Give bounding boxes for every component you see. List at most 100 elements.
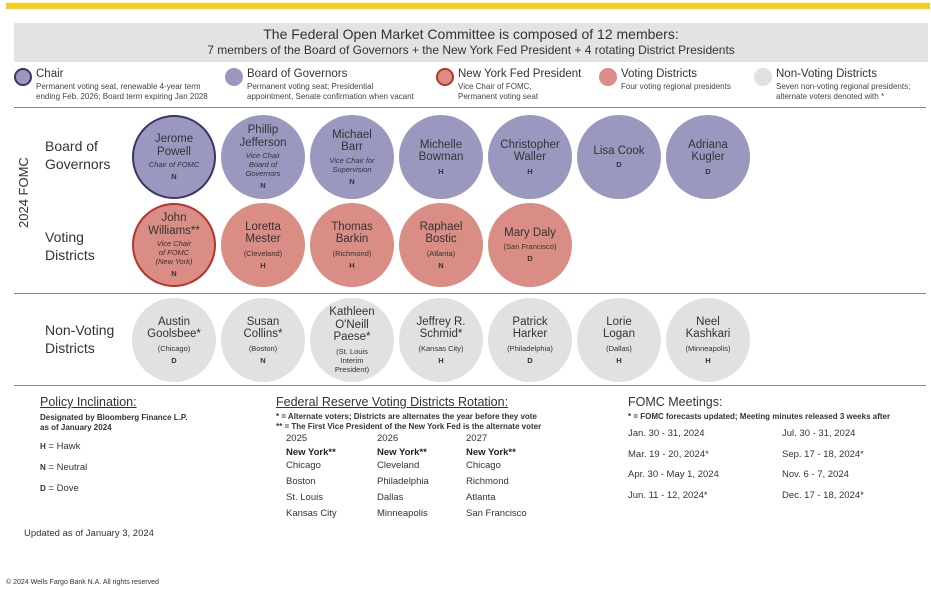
member-district: (Richmond)	[332, 248, 372, 258]
member-harker: Patrick Harker (Philadelphia) D	[488, 298, 572, 382]
header-title: The Federal Open Market Committee is com…	[263, 26, 679, 42]
header-subtitle: 7 members of the Board of Governors + th…	[207, 43, 735, 57]
member-name: Lorie Logan	[603, 315, 635, 341]
legend-title: Chair	[36, 68, 64, 80]
member-policy: H	[527, 166, 533, 176]
member-name: Michelle Bowman	[418, 138, 464, 164]
meeting-date: Jan. 30 - 31, 2024	[628, 428, 705, 439]
rotation-item: Dallas	[377, 492, 404, 503]
member-paese: Kathleen O'Neill Paese* (St. Louis Interim…	[310, 298, 394, 382]
member-logan: Lorie Logan (Dallas) H	[577, 298, 661, 382]
legend-title: Voting Districts	[621, 68, 698, 80]
divider	[14, 385, 926, 386]
meeting-date: Sep. 17 - 18, 2024*	[782, 449, 864, 460]
rotation-item: San Francisco	[466, 508, 527, 519]
member-daly: Mary Daly (San Francisco) D	[488, 203, 572, 287]
meetings-note: * = FOMC forecasts updated; Meeting minu…	[628, 412, 891, 421]
member-district: (San Francisco)	[503, 242, 557, 252]
rotation-section: Federal Reserve Voting Districts Rotatio…	[276, 395, 541, 432]
rotation-lead: New York**	[377, 447, 427, 458]
meeting-date: Jul. 30 - 31, 2024	[782, 428, 856, 439]
rotation-item: Cleveland	[377, 460, 420, 471]
member-policy: N	[260, 355, 266, 365]
member-policy: D	[171, 355, 177, 365]
member-district: (Philadelphia)	[507, 343, 553, 353]
chair-swatch-icon	[14, 68, 32, 86]
member-goolsbee: Austin Goolsbee* (Chicago) D	[132, 298, 216, 382]
member-policy: N	[260, 181, 266, 190]
rotation-item: Chicago	[286, 460, 321, 471]
meeting-date: Dec. 17 - 18, 2024*	[782, 490, 864, 501]
legend-desc: Vice Chair of FOMC, Permanent voting seat	[458, 82, 539, 101]
member-bostic: Raphael Bostic (Atlanta) N	[399, 203, 483, 287]
rotation-item: Kansas City	[286, 508, 337, 519]
row-label-nonvoting: Non-Voting Districts	[45, 322, 115, 356]
member-role: Vice Chair Board of Governors	[245, 151, 281, 178]
rotation-item: Philadelphia	[377, 476, 429, 487]
member-district: (Minneapolis)	[685, 343, 731, 353]
rotation-item: Boston	[286, 476, 316, 487]
legend-desc: Four voting regional presidents	[621, 82, 731, 91]
member-kugler: Adriana Kugler D	[666, 115, 750, 199]
nonvoting-swatch-icon	[754, 68, 772, 86]
meeting-date: Jun. 11 - 12, 2024*	[628, 490, 708, 501]
member-district: (Cleveland)	[243, 248, 283, 258]
member-name: Jerome Powell	[154, 133, 194, 158]
rotation-lead: New York**	[286, 447, 336, 458]
rotation-lead: New York**	[466, 447, 516, 458]
legend-title: Board of Governors	[247, 68, 348, 80]
member-powell: Jerome Powell Chair of FOMC N	[132, 115, 216, 199]
row-label-voting: Voting Districts	[45, 229, 95, 263]
member-policy: D	[705, 166, 711, 176]
member-barkin: Thomas Barkin (Richmond) H	[310, 203, 394, 287]
policy-note: Designated by Bloomberg Finance L.P. as o…	[40, 413, 188, 432]
rotation-item: Minneapolis	[377, 508, 428, 519]
member-policy: H	[438, 355, 444, 365]
member-policy: D	[527, 355, 533, 365]
rotation-year: 2025	[286, 433, 308, 444]
member-role: Chair of FOMC	[148, 160, 200, 169]
header-banner: The Federal Open Market Committee is com…	[14, 23, 928, 62]
rotation-col-2025: 2025 New York** Chicago Boston St. Louis…	[286, 433, 337, 522]
legend-title: New York Fed President	[458, 68, 582, 80]
member-role: Vice Chair for Supervision	[329, 155, 375, 174]
member-policy: N	[171, 172, 177, 181]
member-policy: H	[438, 166, 444, 176]
rotation-item: St. Louis	[286, 492, 323, 503]
member-jefferson: Phillip Jefferson Vice Chair Board of Gover…	[221, 115, 305, 199]
rotation-title: Federal Reserve Voting Districts Rotatio…	[276, 395, 509, 409]
member-collins: Susan Collins* (Boston) N	[221, 298, 305, 382]
rotation-year: 2026	[377, 433, 399, 444]
policy-hawk: H = Hawk	[40, 441, 81, 452]
rotation-year: 2027	[466, 433, 488, 444]
member-bowman: Michelle Bowman H	[399, 115, 483, 199]
rotation-col-2026: 2026 New York** Cleveland Philadelphia D…	[377, 433, 429, 522]
legend-desc: Seven non-voting regional presidents; alt…	[776, 82, 911, 101]
member-policy: H	[616, 355, 622, 365]
member-name: Loretta Mester	[245, 220, 281, 246]
row-label-board: Board of Governors	[45, 138, 111, 172]
member-name: Kathleen O'Neill Paese*	[329, 306, 375, 344]
member-policy: N	[438, 260, 444, 270]
member-name: Phillip Jefferson	[239, 124, 287, 149]
member-name: Michael Barr	[332, 128, 372, 154]
member-district: (Chicago)	[157, 343, 191, 353]
member-kashkari: Neel Kashkari (Minneapolis) H	[666, 298, 750, 382]
member-policy: H	[705, 355, 711, 365]
rotation-col-2027: 2027 New York** Chicago Richmond Atlanta…	[466, 433, 527, 522]
member-name: John Williams**	[148, 212, 200, 237]
member-policy: H	[260, 260, 266, 270]
meeting-date: Nov. 6 - 7, 2024	[782, 469, 849, 480]
member-name: Christopher Waller	[500, 138, 560, 164]
rotation-note-1: * = Alternate voters; Districts are alte…	[276, 412, 537, 421]
member-cook: Lisa Cook D	[577, 115, 661, 199]
divider	[14, 293, 926, 294]
member-name: Susan Collins*	[243, 315, 283, 341]
rotation-item: Richmond	[466, 476, 509, 487]
member-mester: Loretta Mester (Cleveland) H	[221, 203, 305, 287]
member-name: Neel Kashkari	[685, 315, 731, 341]
meeting-date: Apr. 30 - May 1, 2024	[628, 469, 719, 480]
footer-copyright: © 2024 Wells Fargo Bank N.A. All rights …	[6, 579, 159, 586]
member-policy: N	[171, 269, 177, 278]
member-name: Lisa Cook	[593, 144, 645, 157]
